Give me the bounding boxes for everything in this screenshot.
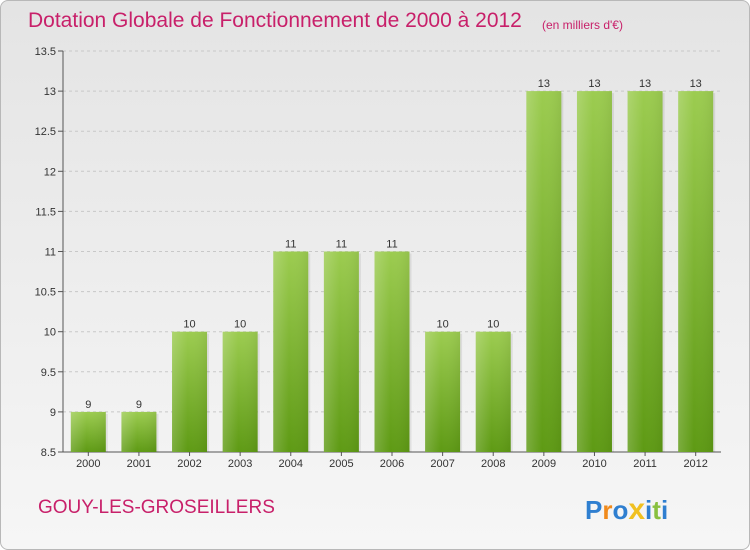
y-tick-label: 8.5 xyxy=(41,447,56,459)
bar-highlight xyxy=(273,251,309,452)
y-tick-label: 11 xyxy=(45,247,56,259)
bar-highlight xyxy=(425,331,461,452)
data-label: 13 xyxy=(538,78,550,90)
y-tick-label: 10.5 xyxy=(35,287,56,299)
x-tick-label: 2012 xyxy=(683,458,707,470)
x-tick-label: 2007 xyxy=(430,458,454,470)
data-label: 10 xyxy=(487,319,499,331)
y-tick-label: 9.5 xyxy=(41,367,56,379)
chart-unit: (en milliers d'€) xyxy=(542,18,623,32)
x-tick-label: 2011 xyxy=(633,458,657,470)
bar-highlight xyxy=(678,91,714,452)
y-tick-label: 12 xyxy=(44,166,56,178)
data-label: 13 xyxy=(639,78,651,90)
data-label: 9 xyxy=(85,399,91,411)
bar-highlight xyxy=(323,251,359,452)
bar-highlight xyxy=(374,251,410,452)
y-tick-label: 9 xyxy=(50,407,56,419)
x-tick-label: 2008 xyxy=(481,458,505,470)
x-tick-label: 2003 xyxy=(228,458,252,470)
data-label: 10 xyxy=(183,319,195,331)
chart-title: Dotation Globale de Fonctionnement de 20… xyxy=(28,9,522,32)
svg-text:Proxiti: Proxiti xyxy=(585,493,668,526)
y-tick-label: 13 xyxy=(44,86,56,98)
proxiti-logo: Proxiti xyxy=(585,493,668,526)
data-label: 13 xyxy=(690,78,702,90)
bar-highlight xyxy=(526,91,562,452)
data-label: 13 xyxy=(588,78,600,90)
data-label: 10 xyxy=(234,319,246,331)
data-label: 11 xyxy=(285,239,296,251)
bar-highlight xyxy=(70,411,106,452)
bar-highlight xyxy=(475,331,511,452)
bar-highlight xyxy=(627,91,663,452)
y-tick-label: 13.5 xyxy=(35,46,56,58)
x-tick-label: 2001 xyxy=(127,458,151,470)
commune-name: GOUY-LES-GROSEILLERS xyxy=(38,497,275,518)
x-tick-label: 2005 xyxy=(329,458,353,470)
y-tick-label: 11.5 xyxy=(35,206,56,218)
data-label: 11 xyxy=(336,239,347,251)
y-tick-label: 12.5 xyxy=(35,126,56,138)
x-tick-label: 2004 xyxy=(279,458,303,470)
data-label: 11 xyxy=(386,239,397,251)
y-tick-label: 10 xyxy=(44,327,56,339)
bar-highlight xyxy=(121,411,157,452)
bars xyxy=(70,91,716,452)
bar-highlight xyxy=(172,331,208,452)
x-tick-label: 2000 xyxy=(76,458,100,470)
data-labels: 9 9 10 10 11 11 11 10 10 13 13 13 13 xyxy=(85,78,702,411)
x-tick-label: 2010 xyxy=(582,458,606,470)
bar-highlight xyxy=(222,331,258,452)
x-tick-label: 2009 xyxy=(532,458,556,470)
bar-highlight xyxy=(576,91,612,452)
data-label: 10 xyxy=(436,319,448,331)
x-tick-label: 2002 xyxy=(177,458,201,470)
data-label: 9 xyxy=(136,399,142,411)
x-tick-label: 2006 xyxy=(380,458,404,470)
